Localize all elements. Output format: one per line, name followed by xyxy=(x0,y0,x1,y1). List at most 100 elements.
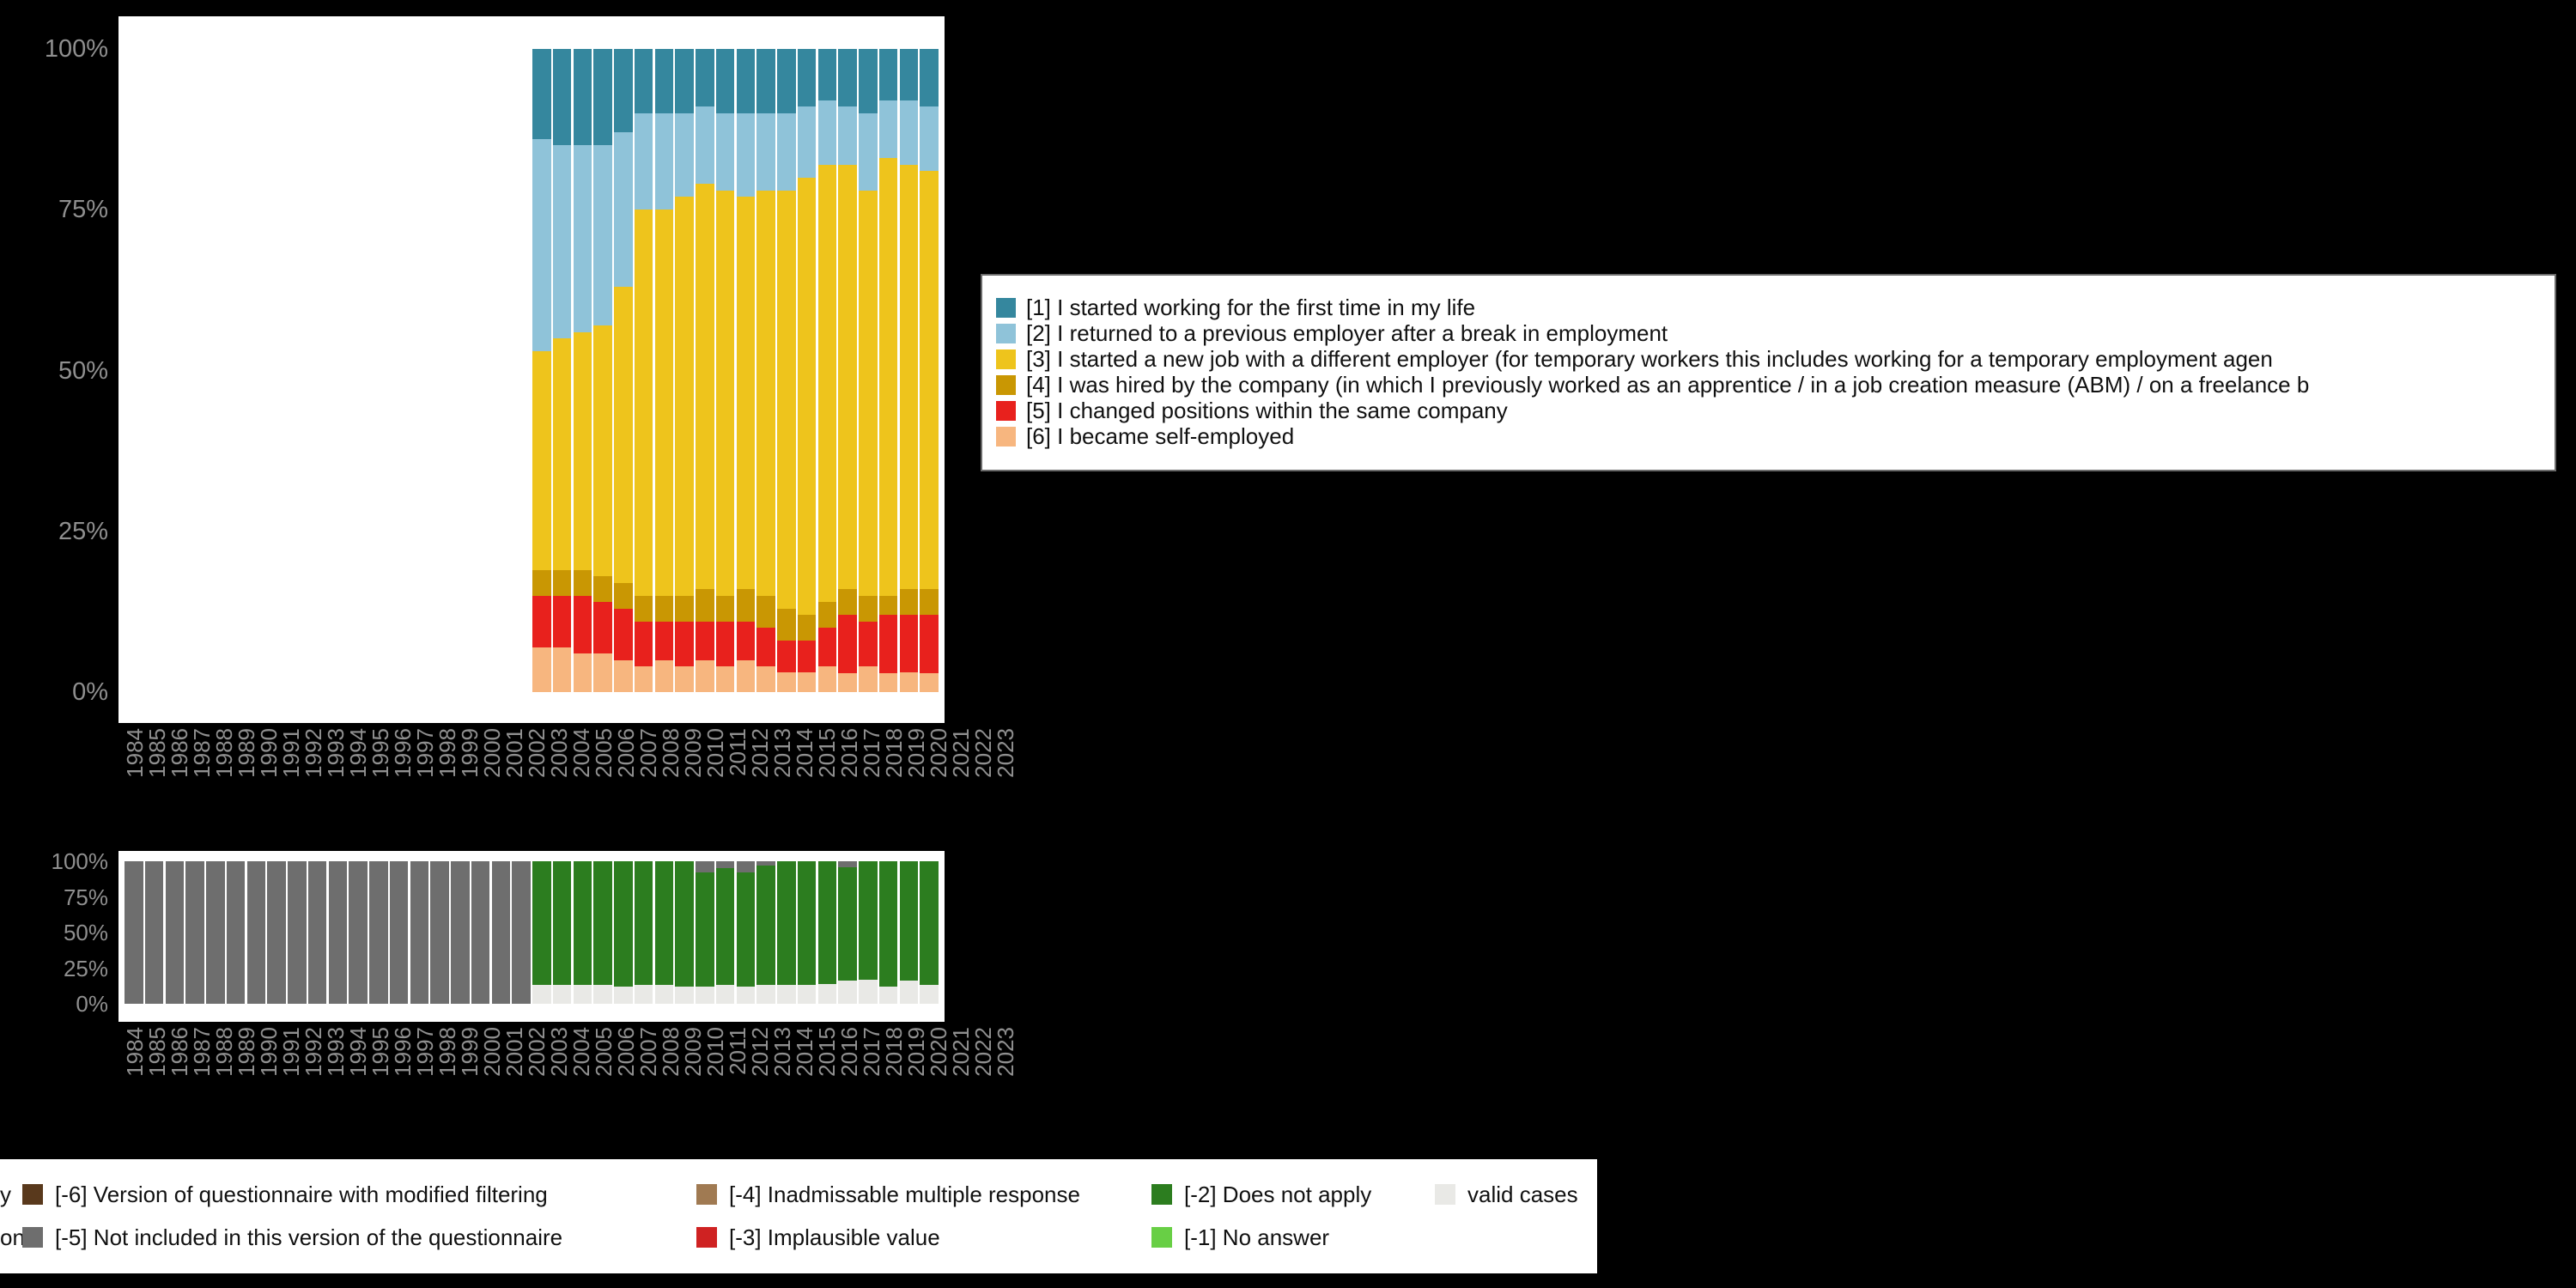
bar-segment xyxy=(552,595,572,647)
bar-segment xyxy=(614,287,633,583)
legend-label: [3] I started a new job with a different… xyxy=(1026,346,2273,372)
x-tick-label: 1996 xyxy=(390,1027,416,1077)
bar-segment xyxy=(715,190,735,596)
bar-segment xyxy=(634,595,653,622)
stacked-bar xyxy=(185,861,204,1004)
bar-segment xyxy=(267,861,286,1004)
stacked-bar xyxy=(552,861,572,1004)
x-tick-label: 2013 xyxy=(769,1027,795,1077)
x-tick-slot: 2019 xyxy=(903,1027,929,1117)
bar-slot xyxy=(266,861,287,1004)
x-tick-slot: 2022 xyxy=(970,1027,996,1117)
bar-slot xyxy=(817,861,838,1004)
missing-chart-x-axis-labels: 1984 1985 1986 1987 1988 1989 1990 1991 1992 1993… xyxy=(122,1027,1018,1117)
x-tick-label: 2002 xyxy=(524,728,550,778)
bar-segment xyxy=(838,615,857,673)
x-tick-label: 1986 xyxy=(167,1027,192,1077)
bar-segment xyxy=(817,628,837,666)
x-tick-slot: 1994 xyxy=(345,728,371,818)
bar-slot xyxy=(573,49,593,692)
bar-segment xyxy=(736,872,756,987)
legend-swatch xyxy=(22,1184,43,1205)
bar-segment xyxy=(736,659,756,692)
x-tick-label: 2010 xyxy=(702,1027,728,1077)
bar-segment xyxy=(634,985,653,1004)
bar-segment xyxy=(715,868,735,986)
y-tick-label: 100% xyxy=(51,848,109,874)
bar-slot xyxy=(410,49,430,692)
bar-segment xyxy=(756,190,775,596)
bar-slot xyxy=(287,861,307,1004)
x-tick-label: 1994 xyxy=(345,1027,371,1077)
bar-segment xyxy=(859,979,878,1004)
x-tick-slot: 1998 xyxy=(434,1027,460,1117)
x-tick-label: 2015 xyxy=(814,728,840,778)
bar-slot xyxy=(511,861,532,1004)
bar-slot xyxy=(919,49,939,692)
main-chart-panel xyxy=(118,16,945,723)
bar-segment xyxy=(593,325,612,577)
bar-slot xyxy=(592,861,613,1004)
stacked-bar xyxy=(696,861,714,1004)
x-tick-label: 2012 xyxy=(747,1027,773,1077)
bar-slot xyxy=(674,861,695,1004)
bar-segment xyxy=(777,608,796,641)
bar-segment xyxy=(675,49,694,113)
bar-slot xyxy=(429,861,450,1004)
bar-segment xyxy=(125,861,143,1004)
bar-segment xyxy=(593,861,612,986)
x-tick-slot: 2012 xyxy=(747,728,773,818)
stacked-bar xyxy=(715,49,735,692)
bar-slot xyxy=(878,861,899,1004)
bar-slot xyxy=(695,861,715,1004)
bar-segment xyxy=(696,659,714,692)
bar-segment xyxy=(451,861,470,1004)
legend-cropped-label-fragment: y xyxy=(0,1181,11,1207)
x-tick-slot: 1990 xyxy=(256,1027,282,1117)
bar-slot xyxy=(307,49,328,692)
missing-chart-panel xyxy=(118,851,945,1022)
y-tick-label: 50% xyxy=(63,920,108,945)
x-tick-label: 2007 xyxy=(635,1027,661,1077)
x-tick-slot: 1995 xyxy=(368,1027,393,1117)
stacked-bar xyxy=(634,49,653,692)
bar-slot xyxy=(613,861,634,1004)
x-tick-label: 2015 xyxy=(814,1027,840,1077)
x-tick-slot: 2014 xyxy=(792,728,817,818)
x-tick-slot: 2000 xyxy=(479,728,505,818)
x-tick-label: 2002 xyxy=(524,1027,550,1077)
x-tick-label: 1999 xyxy=(457,728,483,778)
x-tick-label: 1984 xyxy=(122,728,148,778)
stacked-bar xyxy=(593,49,612,692)
bar-segment xyxy=(696,589,714,622)
x-tick-slot: 1987 xyxy=(189,1027,215,1117)
bar-slot xyxy=(797,49,817,692)
x-tick-slot: 2011 xyxy=(725,1027,750,1117)
legend-label: [1] I started working for the first time… xyxy=(1026,295,1476,320)
bar-segment xyxy=(817,49,837,100)
stacked-bar xyxy=(206,861,225,1004)
stacked-bar xyxy=(654,49,674,692)
x-tick-slot: 2010 xyxy=(702,1027,728,1117)
bar-segment xyxy=(532,647,551,692)
x-tick-slot: 1984 xyxy=(122,728,148,818)
x-tick-slot: 2021 xyxy=(948,728,974,818)
legend-item: [5] I changed positions within the same … xyxy=(996,398,2555,423)
stacked-bar xyxy=(267,861,286,1004)
x-tick-label: 2017 xyxy=(859,728,884,778)
x-tick-label: 2009 xyxy=(680,728,706,778)
bar-segment xyxy=(654,112,674,210)
stacked-bar xyxy=(532,861,551,1004)
bar-segment xyxy=(715,112,735,191)
bar-segment xyxy=(614,582,633,609)
bar-segment xyxy=(838,861,857,867)
bar-segment xyxy=(756,628,775,666)
stacked-bar xyxy=(552,49,572,692)
bar-segment xyxy=(696,106,714,185)
bar-segment xyxy=(715,49,735,113)
bar-segment xyxy=(715,861,735,869)
stacked-bar xyxy=(817,49,837,692)
bar-slot xyxy=(613,49,634,692)
bar-segment xyxy=(552,985,572,1004)
stacked-bar xyxy=(369,861,388,1004)
